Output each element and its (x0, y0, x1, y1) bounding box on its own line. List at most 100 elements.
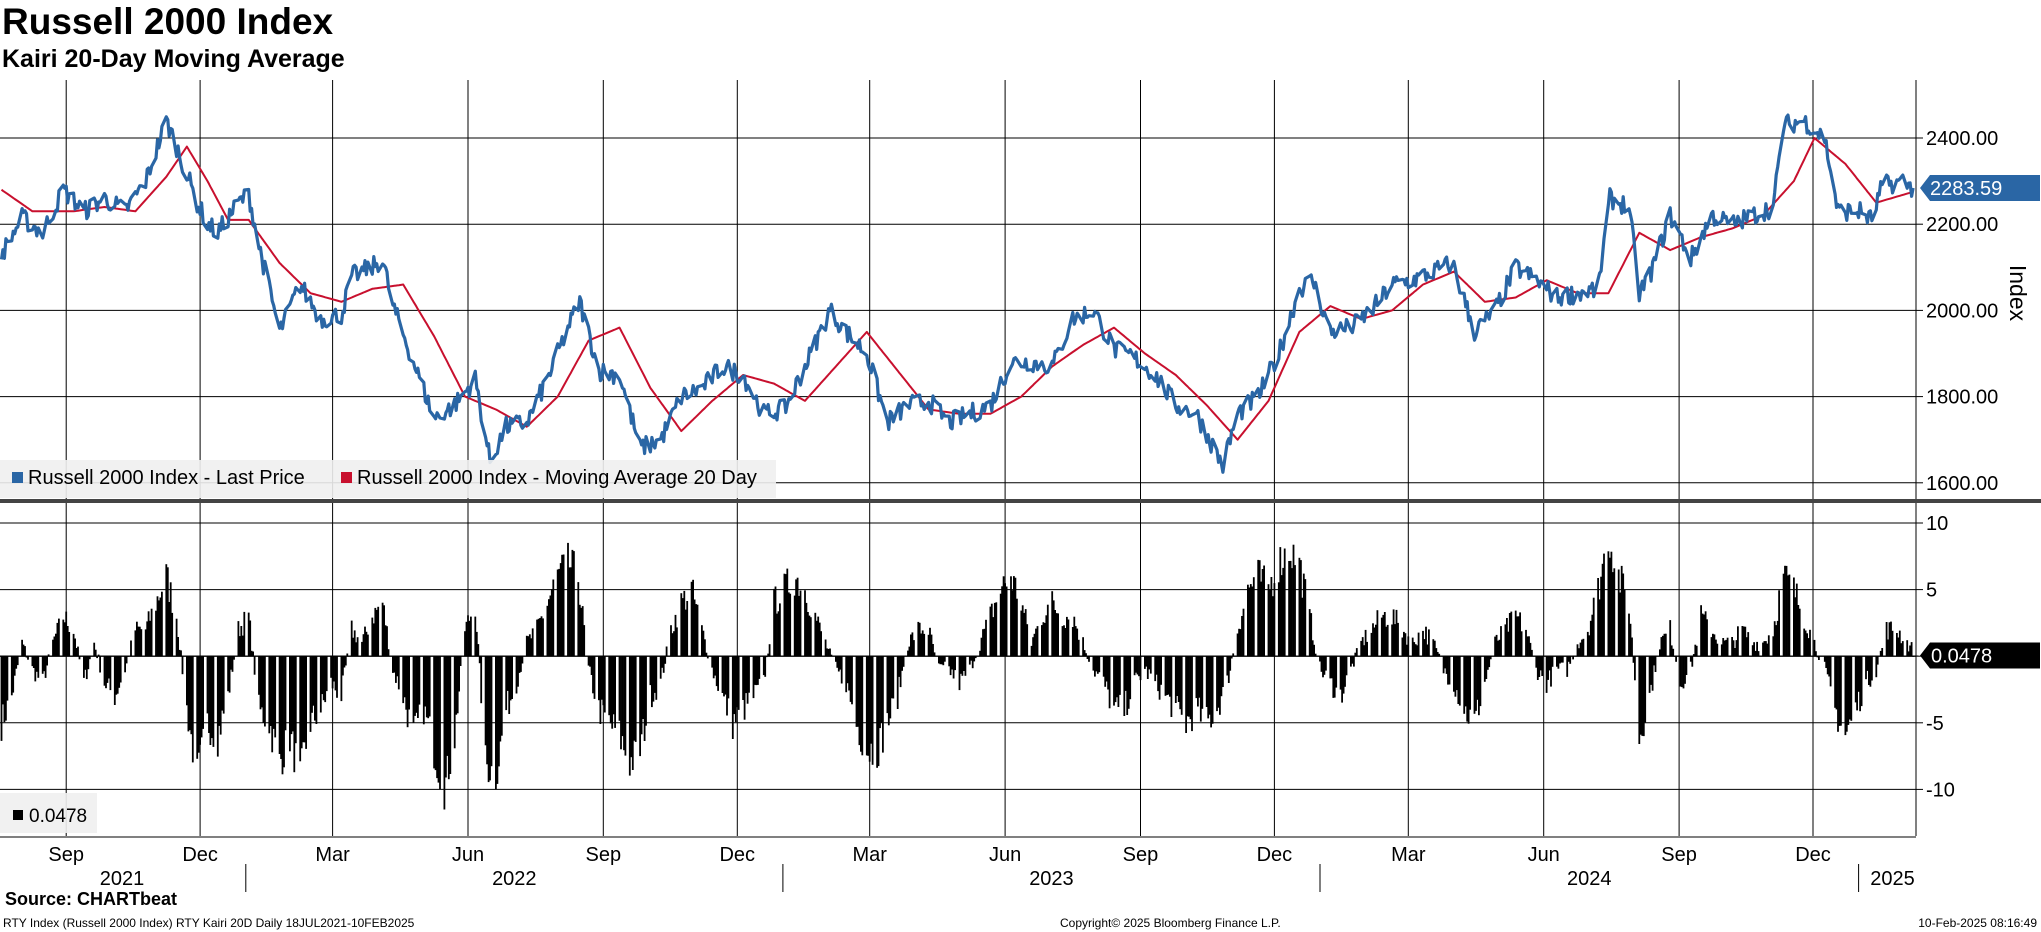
kairi-bar (1787, 575, 1789, 657)
kairi-bar (1809, 629, 1811, 657)
kairi-bar (1280, 575, 1283, 657)
kairi-bar (1713, 634, 1716, 657)
kairi-bar (1557, 656, 1560, 669)
kairi-bar (1074, 626, 1077, 657)
kairi-bar (1114, 656, 1117, 703)
kairi-bar (643, 656, 646, 741)
kairi-bar (973, 656, 976, 662)
x-tick-label: Dec (1257, 844, 1293, 866)
kairi-bar (1229, 656, 1232, 671)
kairi-bar (1538, 656, 1541, 677)
kairi-bar (261, 656, 263, 708)
kairi-bar (1230, 656, 1233, 659)
kairi-bar (701, 625, 703, 657)
kairi-bar (27, 656, 29, 660)
kairi-bar (1485, 656, 1488, 679)
kairi-bar (1912, 656, 1914, 657)
kairi-bar (1313, 644, 1315, 657)
kairi-bar (106, 656, 109, 683)
kairi-bar (1844, 656, 1847, 736)
kairi-bar (1818, 656, 1820, 660)
kairi-bar (1695, 645, 1698, 657)
kairi-bar (470, 616, 472, 657)
kairi-bar (1706, 619, 1708, 657)
kairi-bar (1601, 563, 1604, 657)
kairi-bar (361, 641, 363, 657)
kairi-bar (1154, 656, 1157, 682)
legend-label-moving-average: Russell 2000 Index - Moving Average 20 D… (357, 467, 757, 489)
kairi-bar (995, 602, 998, 657)
last-price-value: 2283.59 (1930, 178, 2002, 200)
kairi-bar (333, 656, 335, 682)
kairi-bar (32, 656, 35, 668)
kairi-bar (630, 656, 633, 758)
kairi-bar (1444, 656, 1446, 669)
kairi-bar (284, 656, 287, 731)
kairi-bar (1648, 656, 1651, 693)
x-tick-label: Dec (719, 844, 755, 866)
kairi-bar (723, 656, 725, 697)
kairi-bar (1653, 656, 1655, 666)
kairi-bar (525, 635, 528, 657)
kairi-bar (733, 656, 736, 715)
kairi-bar (578, 604, 581, 657)
kairi-bar (1498, 639, 1501, 657)
kairi-bar (396, 656, 399, 677)
kairi-bar (428, 656, 431, 717)
kairi-bar (1046, 604, 1049, 657)
kairi-bar (1878, 655, 1881, 657)
kairi-bar (1623, 589, 1626, 657)
kairi-bar (1634, 656, 1636, 681)
kairi-bar (1023, 612, 1026, 657)
kairi-bar (548, 599, 550, 657)
kairi-bar (1762, 642, 1764, 657)
kairi-bar (74, 638, 76, 657)
kairi-bar (999, 593, 1002, 657)
kairi-bar (52, 639, 54, 657)
kairi-bar (1613, 568, 1616, 657)
kairi-bar (1308, 609, 1311, 657)
kairi-bar (552, 579, 555, 657)
kairi-bar (1654, 656, 1657, 672)
kairi-bar (979, 650, 981, 657)
kairi-bar (480, 656, 483, 704)
kairi-bar (1868, 656, 1870, 685)
kairi-bar (1086, 656, 1089, 659)
footer-timestamp: 10-Feb-2025 08:16:49 (1918, 916, 2037, 930)
kairi-bar (1167, 656, 1170, 695)
kairi-bar (1798, 608, 1801, 657)
kairi-bar (1673, 656, 1676, 657)
kairi-bar (1119, 656, 1121, 695)
kairi-bar (93, 642, 96, 657)
kairi-bar (1500, 626, 1502, 657)
kairi-bar (980, 637, 983, 657)
kairi-bar (1013, 576, 1015, 657)
kairi-bar (793, 595, 796, 657)
kairi-bar (1169, 656, 1171, 697)
kairi-bar (1333, 656, 1336, 698)
kairi-bar (458, 656, 460, 692)
kairi-bar (1766, 643, 1769, 657)
y-tick-label: 1800.00 (1926, 387, 1998, 409)
kairi-bar (857, 656, 859, 727)
kairi-bar (907, 650, 909, 657)
kairi-bar (1639, 656, 1642, 735)
kairi-bar (1675, 656, 1677, 662)
kairi-bar (642, 656, 644, 719)
kairi-bar (271, 656, 274, 753)
kairi-bar (1201, 656, 1204, 709)
kairi-bar (938, 656, 940, 664)
kairi-bar (3, 656, 6, 723)
kairi-bar (393, 656, 396, 673)
kairi-bar (336, 656, 338, 698)
kairi-bar (262, 656, 265, 723)
kairi-bar (1694, 644, 1697, 657)
kairi-bar (651, 656, 653, 708)
kairi-bar (1020, 610, 1023, 657)
kairi-bar (427, 656, 430, 719)
kairi-bar (12, 656, 15, 693)
kairi-bar (1909, 645, 1911, 657)
kairi-bar (1026, 624, 1029, 657)
kairi-bar (1004, 583, 1006, 657)
kairi-bar (118, 656, 121, 688)
